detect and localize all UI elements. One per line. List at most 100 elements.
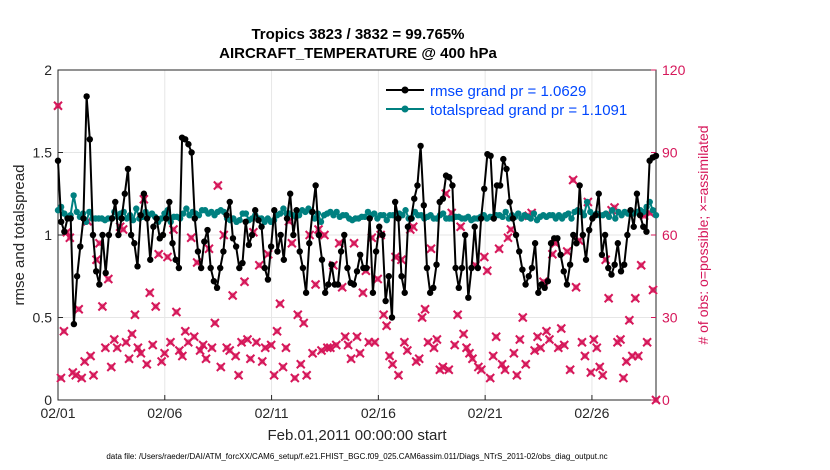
rmse-point <box>522 281 529 288</box>
obs-marker <box>378 310 389 320</box>
spread-point <box>402 207 409 214</box>
rmse-point <box>525 273 532 280</box>
rmse-point <box>541 284 548 291</box>
obs-marker <box>562 246 572 257</box>
legend-rmse-label: rmse grand pr = 1.0629 <box>430 83 586 100</box>
x-tick-label: 02/26 <box>574 405 609 421</box>
rmse-point <box>54 157 62 164</box>
rmse-point <box>379 231 386 239</box>
obs-marker <box>145 288 155 298</box>
rmse-point <box>570 231 577 239</box>
rmse-point <box>137 212 144 219</box>
rmse-point <box>248 231 256 239</box>
obs-marker <box>198 340 208 350</box>
y-tick-label: 1.5 <box>33 145 53 161</box>
rmse-point <box>411 195 418 202</box>
obs-marker <box>491 332 501 342</box>
rmse-point <box>108 215 116 222</box>
obs-marker <box>260 343 270 353</box>
obs-marker <box>162 252 173 262</box>
obs-marker <box>224 345 235 356</box>
rmse-point <box>258 223 265 230</box>
obs-marker <box>233 370 244 380</box>
rmse-point <box>465 294 472 301</box>
obs-marker <box>559 340 569 350</box>
rmse-point <box>89 231 97 239</box>
obs-marker <box>56 373 66 383</box>
rmse-point <box>131 240 138 247</box>
obs-marker <box>586 367 596 378</box>
obs-marker <box>109 334 119 345</box>
rmse-point <box>417 142 424 150</box>
obs-marker <box>165 337 176 347</box>
x-tick-label: 02/11 <box>255 405 289 421</box>
obs-marker <box>100 343 111 353</box>
rmse-point <box>617 268 625 275</box>
rmse-point <box>506 198 513 206</box>
obs-marker <box>180 326 191 336</box>
obs-marker <box>171 307 182 317</box>
spread-point <box>311 215 318 222</box>
obs-series <box>53 101 661 405</box>
y-tick-label: 0 <box>44 392 52 408</box>
obs-marker <box>124 354 134 364</box>
rmse-point <box>608 271 615 278</box>
rmse-point <box>620 261 628 268</box>
rmse-point <box>592 212 599 219</box>
obs-marker <box>85 351 96 361</box>
spread-point <box>280 205 287 212</box>
rmse-point <box>67 215 74 222</box>
obs-marker <box>381 321 392 331</box>
obs-marker <box>541 326 552 336</box>
obs-marker <box>603 293 614 303</box>
rmse-point <box>391 198 399 206</box>
obs-marker <box>571 282 581 292</box>
spread-point <box>242 210 250 217</box>
obs-marker <box>515 334 525 345</box>
obs-marker <box>53 101 63 111</box>
obs-marker <box>618 373 629 383</box>
spread-point <box>439 210 447 217</box>
rmse-point <box>99 231 106 239</box>
rmse-point <box>118 215 125 222</box>
rmse-point <box>388 314 396 321</box>
spread-point <box>333 208 340 216</box>
spread-point <box>499 213 506 221</box>
rmse-point <box>471 223 478 230</box>
rmse-point <box>252 207 259 214</box>
rmse-point <box>112 198 119 206</box>
spread-point <box>361 213 369 221</box>
rmse-series <box>54 93 660 328</box>
obs-marker <box>642 337 652 347</box>
rmse-point <box>512 231 520 239</box>
rmse-point <box>217 264 224 272</box>
obs-marker <box>156 356 167 367</box>
obs-marker <box>76 373 87 383</box>
y-tick-label: 2 <box>44 62 52 78</box>
legend-spread-label: totalspread grand pr = 1.1091 <box>430 102 627 119</box>
rmse-point <box>105 231 113 239</box>
obs-marker <box>272 326 282 336</box>
x-tick-label: 02/21 <box>468 405 503 421</box>
obs-marker <box>500 365 510 375</box>
rmse-point <box>481 185 488 192</box>
rmse-point <box>213 284 221 291</box>
rmse-point <box>61 228 68 235</box>
rmse-point <box>226 198 233 206</box>
rmse-point <box>134 263 141 270</box>
rmse-point <box>201 238 208 245</box>
rmse-point <box>433 261 440 268</box>
obs-marker <box>257 356 267 367</box>
spread-point <box>502 208 509 216</box>
rmse-point <box>321 289 329 296</box>
rmse-point <box>519 266 526 273</box>
obs-marker <box>299 318 309 328</box>
rmse-point <box>369 289 377 296</box>
rmse-point <box>57 218 65 225</box>
y-axis-ticks: 0 0.5 1 1.5 2 <box>33 62 63 408</box>
rmse-point <box>404 223 412 230</box>
obs-marker <box>624 315 635 325</box>
rmse-point <box>544 278 552 285</box>
rmse-point <box>566 261 574 268</box>
